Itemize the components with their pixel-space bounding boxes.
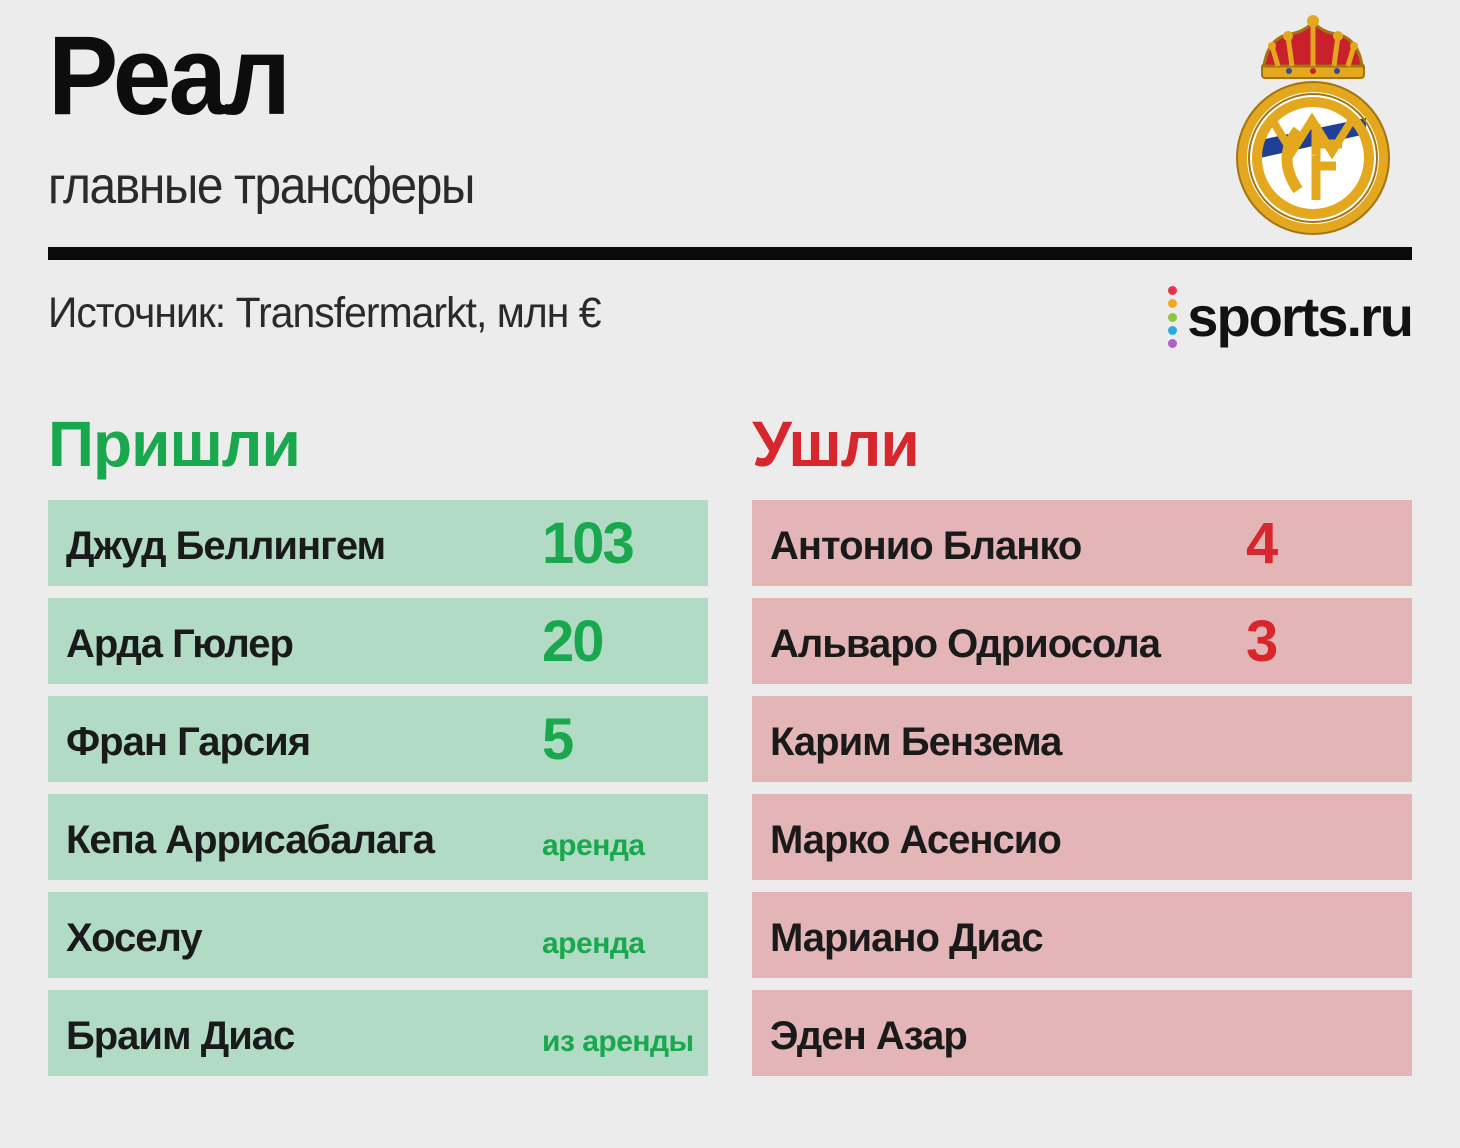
outgoing-title: Ушли xyxy=(752,408,920,480)
transfer-note: аренда xyxy=(542,829,645,862)
outgoing-row: Эден Азар xyxy=(752,990,1412,1076)
crest-letters: MCF xyxy=(1311,155,1316,157)
incoming-row: Хоселу аренда xyxy=(48,892,708,978)
player-name: Эден Азар xyxy=(770,1014,968,1058)
player-name: Антонио Бланко xyxy=(770,524,1082,568)
player-name: Кепа Аррисабалага xyxy=(66,818,435,862)
incoming-title: Пришли xyxy=(48,408,301,480)
brand-dot xyxy=(1168,299,1178,309)
incoming-row: Браим Диас из аренды xyxy=(48,990,708,1076)
player-name: Карим Бензема xyxy=(770,720,1062,764)
incoming-row: Арда Гюлер 20 xyxy=(48,598,708,684)
brand-name: sports.ru xyxy=(1187,285,1414,348)
outgoing-row: Альваро Одриосола 3 xyxy=(752,598,1412,684)
page-subtitle: главные трансферы xyxy=(48,157,475,215)
header-divider xyxy=(48,247,1412,260)
transfer-fee: 5 xyxy=(542,707,574,772)
transfer-fee: 3 xyxy=(1246,609,1278,674)
transfer-note: аренда xyxy=(542,927,645,960)
outgoing-row: Мариано Диас xyxy=(752,892,1412,978)
outgoing-list: Антонио Бланко 4 Альваро Одриосола 3 Кар… xyxy=(752,500,1412,1088)
transfer-fee: 103 xyxy=(542,511,635,576)
sports-ru-logo: sports.ru xyxy=(1168,282,1414,352)
brand-dots-icon xyxy=(1168,286,1178,348)
outgoing-row: Карим Бензема xyxy=(752,696,1412,782)
incoming-row: Фран Гарсия 5 xyxy=(48,696,708,782)
page-title: Реал xyxy=(48,13,291,138)
transfer-note: из аренды xyxy=(542,1025,694,1058)
incoming-row: Джуд Беллингем 103 xyxy=(48,500,708,586)
player-name: Марко Асенсио xyxy=(770,818,1062,862)
player-name: Джуд Беллингем xyxy=(66,524,386,568)
brand-dot xyxy=(1168,312,1178,322)
brand-dot xyxy=(1168,325,1178,335)
player-name: Браим Диас xyxy=(66,1014,295,1058)
player-name: Мариано Диас xyxy=(770,916,1044,960)
outgoing-row: Антонио Бланко 4 xyxy=(752,500,1412,586)
player-name: Арда Гюлер xyxy=(66,622,294,666)
source-note: Источник: Transfermarkt, млн € xyxy=(48,289,601,337)
outgoing-row: Марко Асенсио xyxy=(752,794,1412,880)
transfer-fee: 20 xyxy=(542,609,604,674)
brand-dot xyxy=(1168,286,1178,295)
brand-dot xyxy=(1168,339,1178,348)
player-name: Фран Гарсия xyxy=(66,720,311,764)
incoming-list: Джуд Беллингем 103 Арда Гюлер 20 Фран Га… xyxy=(48,500,708,1088)
player-name: Альваро Одриосола xyxy=(770,622,1161,666)
player-name: Хоселу xyxy=(66,916,203,960)
incoming-row: Кепа Аррисабалага аренда xyxy=(48,794,708,880)
transfer-fee: 4 xyxy=(1246,511,1278,576)
real-madrid-crest-icon: MCF xyxy=(1236,15,1390,235)
